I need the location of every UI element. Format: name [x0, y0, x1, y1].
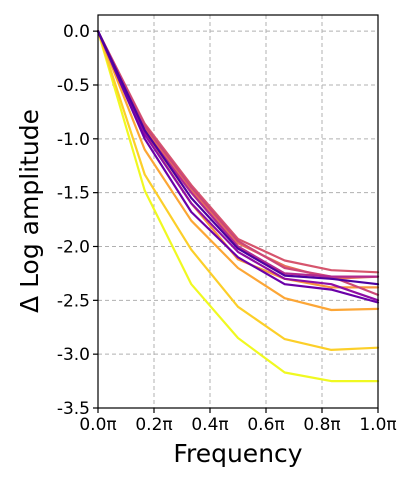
series-line-10	[96, 30, 380, 304]
y-axis-label: Δ Log amplitude	[15, 109, 44, 313]
x-axis-label: Frequency	[173, 439, 302, 468]
x-tick-label: 0.8π	[303, 415, 340, 435]
y-tick-label: -3.0	[57, 345, 90, 365]
y-tick-label: 0.0	[63, 22, 90, 42]
y-tick-label: -1.0	[57, 130, 90, 150]
x-tick-label: 0.6π	[247, 415, 284, 435]
series-line-3	[96, 30, 380, 312]
x-tick-label: 0.2π	[135, 415, 172, 435]
series-line-1	[96, 30, 380, 383]
series-group	[96, 30, 380, 383]
y-tick-label: -1.5	[57, 184, 90, 204]
y-tick-label: -0.5	[57, 76, 90, 96]
axis-ticks: 0.0π 0.2π 0.4π 0.6π 0.8π 1.0π 0.0 -0.5 -1.0 -1.5 -…	[57, 22, 397, 435]
x-tick-label: 0.4π	[191, 415, 228, 435]
series-line-9	[96, 30, 380, 302]
x-tick-label: 1.0π	[359, 415, 396, 435]
y-tick-label: -2.5	[57, 291, 90, 311]
series-line-11	[96, 30, 380, 286]
series-line-2	[96, 30, 380, 351]
x-tick-label: 0.0π	[79, 415, 116, 435]
plot-frame	[97, 14, 379, 409]
y-tick-label: -2.0	[57, 237, 90, 257]
y-tick-label: -3.5	[57, 399, 90, 419]
series-line-6	[96, 30, 380, 274]
